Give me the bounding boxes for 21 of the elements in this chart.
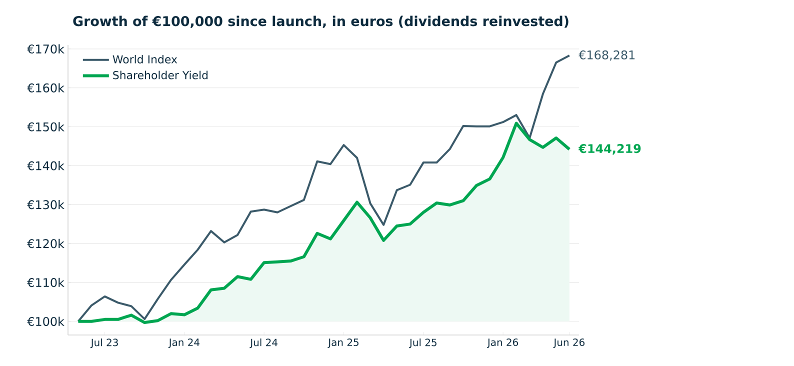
y-tick-label: €110k — [27, 278, 64, 288]
y-tick-label: €170k — [27, 44, 64, 54]
annotation: €144,219 — [578, 144, 641, 155]
legend-label: World Index — [112, 54, 178, 64]
x-tick-label: Jul 25 — [408, 338, 436, 348]
annotation: €168,281 — [578, 50, 635, 61]
legend-label: Shareholder Yield — [113, 70, 208, 80]
y-tick-label: €160k — [27, 83, 64, 92]
y-tick-label: €120k — [27, 238, 64, 248]
chart-title: Growth of €100,000 since launch, in euros (dividends reinvested) — [73, 16, 568, 28]
x-tick-label: Jan 24 — [168, 338, 200, 348]
x-tick-label: Jul 23 — [90, 338, 118, 348]
y-tick-label: €130k — [27, 200, 64, 210]
x-tick-label: Jul 24 — [250, 338, 278, 348]
y-tick-label: €140k — [27, 161, 64, 170]
x-tick-label: Jan 26 — [486, 338, 518, 348]
line-series — [77, 54, 570, 322]
y-tick-label: €100k — [27, 316, 64, 326]
x-tick-label: Jun 26 — [553, 338, 585, 348]
y-tick-label: €150k — [27, 122, 64, 132]
x-tick-label: Jan 25 — [328, 338, 358, 348]
